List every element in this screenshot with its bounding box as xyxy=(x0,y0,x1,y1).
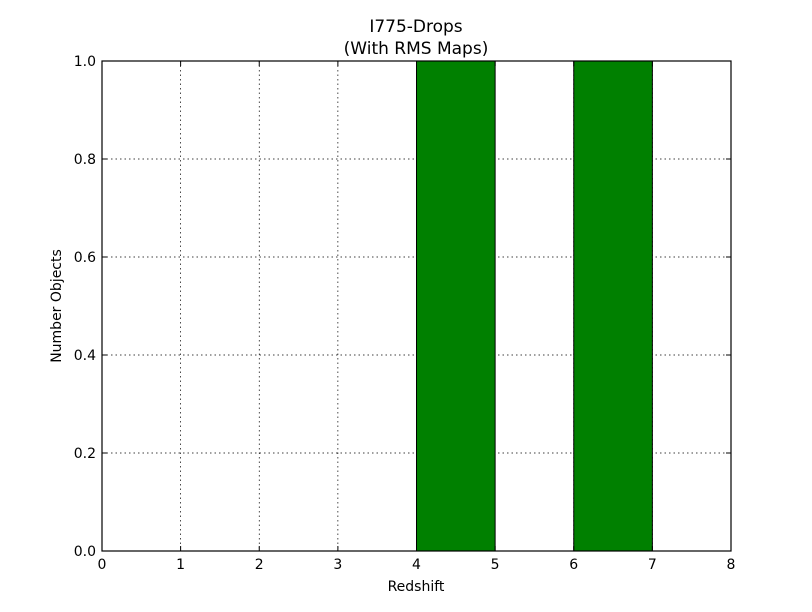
x-tick-label: 1 xyxy=(176,557,185,573)
x-tick-label: 0 xyxy=(98,557,107,573)
x-tick-label: 3 xyxy=(333,557,342,573)
x-tick-label: 8 xyxy=(727,557,736,573)
bars xyxy=(416,60,653,552)
x-tick-label: 2 xyxy=(255,557,264,573)
histogram-bar-6 xyxy=(573,60,653,552)
chart-title: I775-Drops xyxy=(369,17,462,37)
x-axis-label: Redshift xyxy=(388,579,445,595)
y-axis-label: Number Objects xyxy=(49,249,65,363)
x-tick-label: 6 xyxy=(569,557,578,573)
y-tick-label: 0.2 xyxy=(74,446,96,462)
y-tick-label: 1.0 xyxy=(74,54,96,70)
histogram-bar-4 xyxy=(416,60,496,552)
y-tick-label: 0.8 xyxy=(74,152,96,168)
y-tick-label: 0.4 xyxy=(74,348,96,364)
x-tick-label: 5 xyxy=(491,557,500,573)
y-tick-label: 0.6 xyxy=(74,250,96,266)
x-tick-label: 7 xyxy=(648,557,657,573)
chart-subtitle: (With RMS Maps) xyxy=(344,39,489,59)
x-tick-label: 4 xyxy=(412,557,421,573)
y-tick-label: 0.0 xyxy=(74,544,96,560)
plot-frame xyxy=(101,60,732,552)
